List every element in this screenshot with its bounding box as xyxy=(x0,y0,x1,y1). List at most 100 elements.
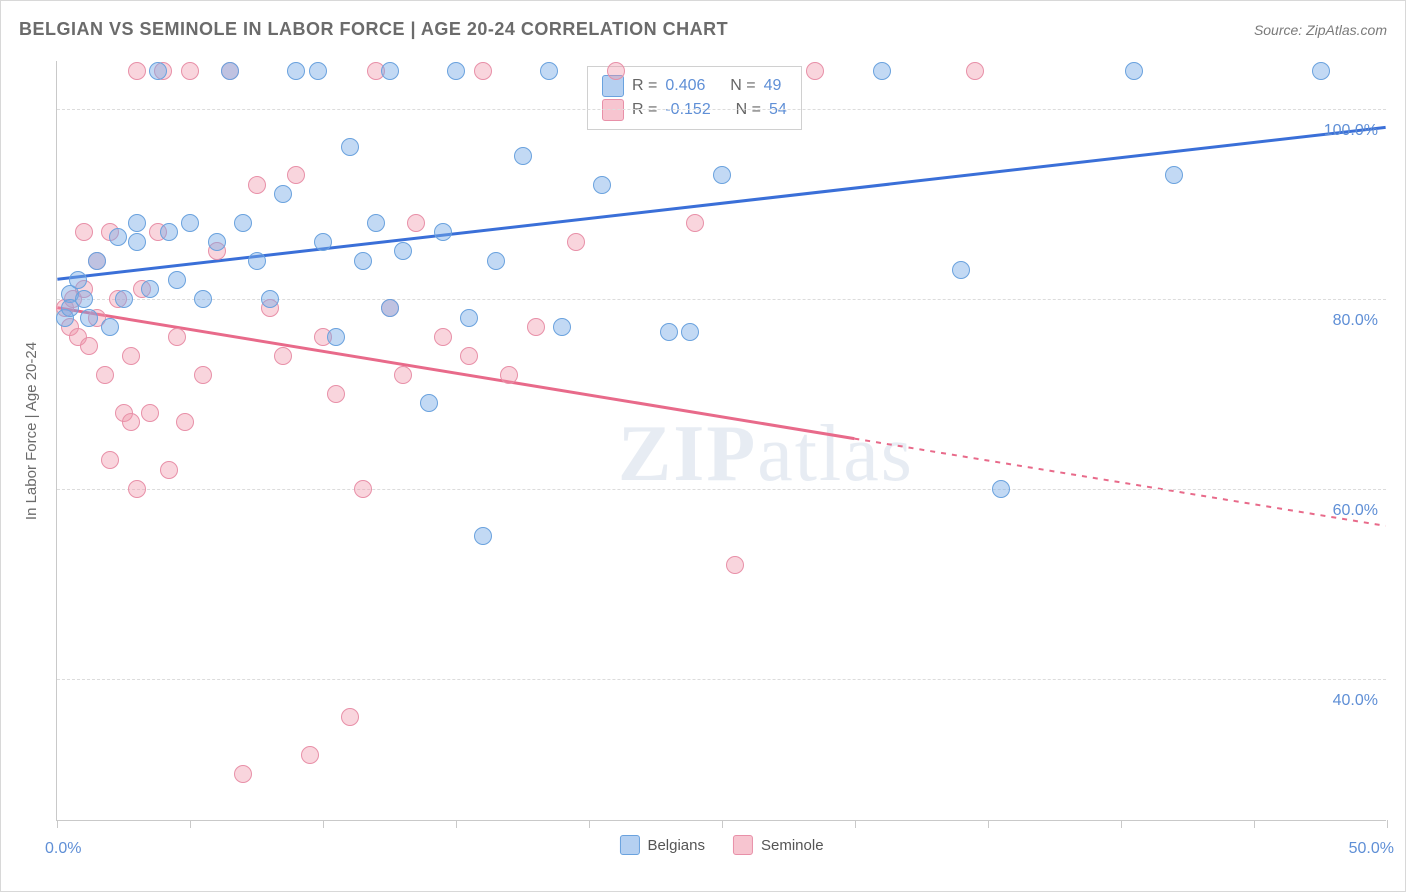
series-legend-item: Belgians xyxy=(619,835,705,855)
belgians-point xyxy=(128,214,146,232)
seminole-point xyxy=(394,366,412,384)
belgians-point xyxy=(287,62,305,80)
y-tick-label: 60.0% xyxy=(1333,502,1378,520)
title-bar: BELGIAN VS SEMINOLE IN LABOR FORCE | AGE… xyxy=(19,19,1387,40)
seminole-point xyxy=(301,746,319,764)
belgians-point xyxy=(354,252,372,270)
seminole-point xyxy=(607,62,625,80)
belgians-point xyxy=(221,62,239,80)
x-tick-label: 50.0% xyxy=(1349,840,1394,858)
y-tick-label: 100.0% xyxy=(1324,122,1378,140)
belgians-point xyxy=(327,328,345,346)
x-tick-label: 0.0% xyxy=(45,840,81,858)
chart-title: BELGIAN VS SEMINOLE IN LABOR FORCE | AGE… xyxy=(19,19,728,40)
legend-swatch xyxy=(602,99,624,121)
plot-area: ZIPatlas R = 0.406 N = 49R = -0.152 N = … xyxy=(56,61,1386,821)
belgians-point xyxy=(553,318,571,336)
belgians-point xyxy=(660,323,678,341)
x-tick xyxy=(1254,820,1255,828)
seminole-point xyxy=(354,480,372,498)
seminole-point xyxy=(460,347,478,365)
belgians-point xyxy=(873,62,891,80)
belgians-point xyxy=(514,147,532,165)
seminole-point xyxy=(160,461,178,479)
seminole-point xyxy=(141,404,159,422)
gridline xyxy=(57,679,1386,680)
x-tick xyxy=(1121,820,1122,828)
belgians-point xyxy=(434,223,452,241)
belgians-point xyxy=(1125,62,1143,80)
legend-swatch xyxy=(619,835,639,855)
belgians-point xyxy=(261,290,279,308)
stats-legend-row: R = 0.406 N = 49 xyxy=(602,75,787,97)
belgians-point xyxy=(75,290,93,308)
seminole-point xyxy=(287,166,305,184)
seminole-point xyxy=(806,62,824,80)
seminole-point xyxy=(341,708,359,726)
belgians-point xyxy=(101,318,119,336)
seminole-point xyxy=(407,214,425,232)
belgians-point xyxy=(274,185,292,203)
y-tick-label: 80.0% xyxy=(1333,312,1378,330)
belgians-point xyxy=(128,233,146,251)
y-tick-label: 40.0% xyxy=(1333,692,1378,710)
seminole-point xyxy=(128,62,146,80)
seminole-point xyxy=(181,62,199,80)
belgians-point xyxy=(540,62,558,80)
seminole-point xyxy=(327,385,345,403)
belgians-point xyxy=(248,252,266,270)
belgians-point xyxy=(381,299,399,317)
correlation-chart: BELGIAN VS SEMINOLE IN LABOR FORCE | AGE… xyxy=(0,0,1406,892)
series-legend-item: Seminole xyxy=(733,835,824,855)
belgians-point xyxy=(460,309,478,327)
belgians-point xyxy=(394,242,412,260)
seminole-point xyxy=(122,347,140,365)
x-tick xyxy=(456,820,457,828)
belgians-point xyxy=(1312,62,1330,80)
belgians-point xyxy=(681,323,699,341)
belgians-point xyxy=(88,252,106,270)
seminole-point xyxy=(500,366,518,384)
seminole-point xyxy=(474,62,492,80)
seminole-point xyxy=(726,556,744,574)
belgians-point xyxy=(149,62,167,80)
x-tick xyxy=(722,820,723,828)
seminole-point xyxy=(80,337,98,355)
belgians-point xyxy=(341,138,359,156)
legend-swatch xyxy=(733,835,753,855)
seminole-point xyxy=(274,347,292,365)
source-attribution: Source: ZipAtlas.com xyxy=(1254,22,1387,38)
x-tick xyxy=(323,820,324,828)
gridline xyxy=(57,489,1386,490)
belgians-point xyxy=(208,233,226,251)
seminole-point xyxy=(168,328,186,346)
x-tick xyxy=(855,820,856,828)
seminole-point xyxy=(75,223,93,241)
belgians-point xyxy=(1165,166,1183,184)
seminole-point xyxy=(176,413,194,431)
seminole-point xyxy=(96,366,114,384)
belgians-point xyxy=(160,223,178,241)
gridline xyxy=(57,109,1386,110)
gridline xyxy=(57,299,1386,300)
x-tick xyxy=(988,820,989,828)
seminole-trend-extrapolated xyxy=(854,439,1385,526)
belgians-point xyxy=(381,62,399,80)
seminole-point xyxy=(686,214,704,232)
seminole-point xyxy=(567,233,585,251)
x-tick xyxy=(1387,820,1388,828)
seminole-point xyxy=(434,328,452,346)
series-legend: Belgians Seminole xyxy=(619,835,823,855)
x-tick xyxy=(190,820,191,828)
seminole-point xyxy=(234,765,252,783)
seminole-point xyxy=(966,62,984,80)
belgians-point xyxy=(593,176,611,194)
belgians-point xyxy=(234,214,252,232)
seminole-point xyxy=(122,413,140,431)
belgians-point xyxy=(69,271,87,289)
belgians-point xyxy=(487,252,505,270)
belgians-point xyxy=(474,527,492,545)
belgians-point xyxy=(181,214,199,232)
belgians-point xyxy=(168,271,186,289)
belgians-point xyxy=(309,62,327,80)
